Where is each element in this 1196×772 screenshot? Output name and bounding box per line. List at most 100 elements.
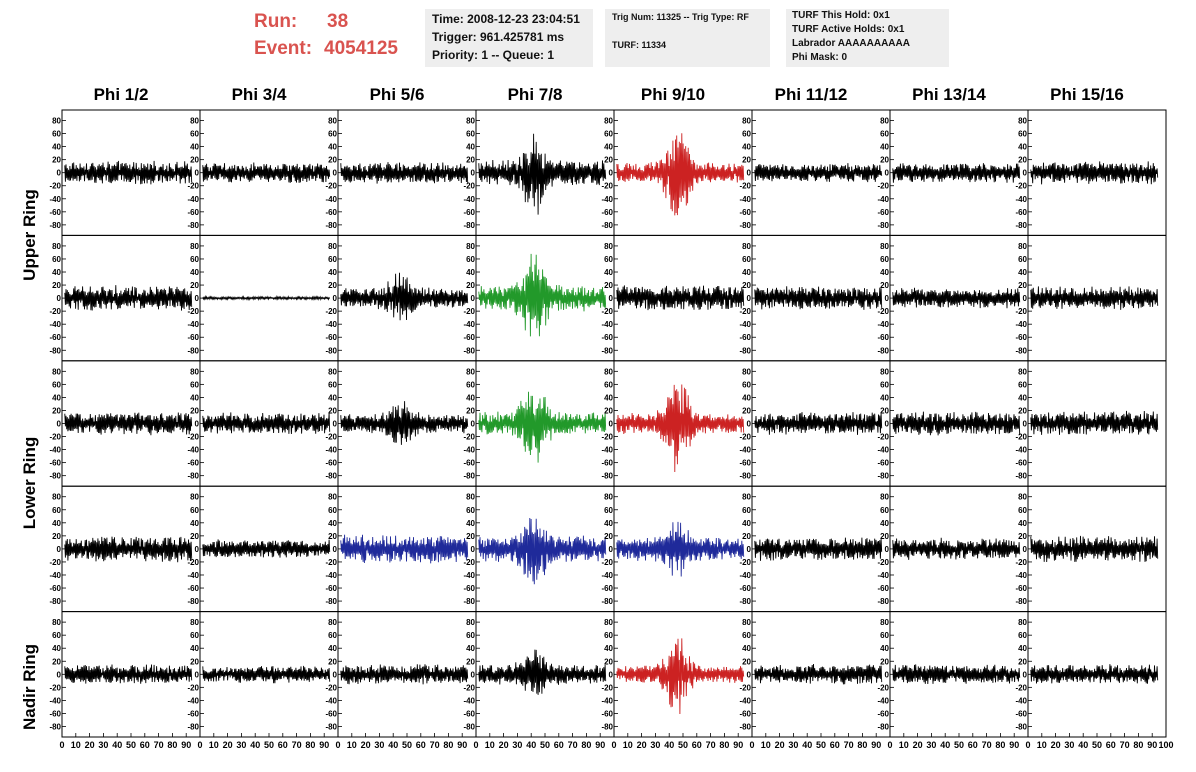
y-tick-label: -20: [187, 182, 199, 191]
y-tick-label: 20: [604, 156, 613, 165]
panel-r3-c2: -80 -60 -40 -20 0 20 40 60 80: [325, 485, 477, 613]
y-tick-label: 80: [52, 618, 61, 627]
y-tick-label: 40: [742, 143, 751, 152]
phi-mask-text: Phi Mask: 0: [792, 52, 848, 63]
panel-r2-c1: -80 -60 -40 -20 0 20 40 60 80: [187, 360, 339, 487]
y-tick-label: 0: [471, 420, 476, 429]
panel-r0-c3: -80 -60 -40 -20 0 20 40 60 80: [463, 109, 615, 236]
y-tick-label: 40: [742, 519, 751, 528]
y-tick-label: 80: [880, 367, 889, 376]
y-tick-label: 60: [190, 631, 199, 640]
phi-header-5-6: Phi 5/6: [369, 85, 425, 104]
y-tick-label: -80: [1015, 346, 1027, 355]
panel-r0-c0: -80 -60 -40 -20 0 20 40 60 80: [49, 109, 201, 236]
y-tick-label: 80: [880, 242, 889, 251]
y-tick-label: 40: [52, 644, 61, 653]
y-tick-label: -20: [877, 433, 889, 442]
y-tick-label: 80: [880, 117, 889, 126]
y-tick-label: 80: [190, 493, 199, 502]
waveform-normal: [64, 536, 193, 563]
y-tick-label: -80: [49, 597, 61, 606]
y-tick-label: 40: [1018, 644, 1027, 653]
y-tick-label: -60: [187, 709, 199, 718]
y-tick-label: -40: [325, 571, 337, 580]
y-tick-label: 80: [604, 618, 613, 627]
y-tick-label: -20: [1015, 683, 1027, 692]
y-tick-label: -60: [187, 333, 199, 342]
panel-r2-c3: -80 -60 -40 -20 0 20 40 60 80: [463, 360, 615, 487]
y-tick-label: 40: [880, 644, 889, 653]
y-tick-label: 40: [52, 393, 61, 402]
turf-text: TURF: 11334: [612, 40, 667, 50]
panel-r3-c7: -80 -60 -40 -20 0 20 40 60 80: [1015, 485, 1167, 613]
y-tick-label: -20: [877, 683, 889, 692]
y-tick-label: 60: [1018, 130, 1027, 139]
y-tick-label: -40: [1015, 320, 1027, 329]
waveform-normal: [202, 412, 331, 435]
y-tick-label: 20: [742, 657, 751, 666]
y-tick-label: -80: [325, 472, 337, 481]
y-tick-label: 80: [52, 117, 61, 126]
y-tick-label: -80: [187, 472, 199, 481]
y-tick-label: 0: [195, 294, 200, 303]
phi-header-1-2: Phi 1/2: [93, 85, 149, 104]
x-tick-label: 20: [775, 740, 785, 750]
y-tick-label: -20: [49, 307, 61, 316]
y-tick-label: 20: [52, 406, 61, 415]
y-tick-label: 80: [604, 493, 613, 502]
x-tick-label: 90: [181, 740, 191, 750]
y-tick-label: -60: [325, 459, 337, 468]
y-tick-label: 40: [604, 644, 613, 653]
phi-header-3-4: Phi 3/4: [231, 85, 287, 104]
y-tick-label: -80: [187, 597, 199, 606]
y-tick-label: -20: [877, 307, 889, 316]
panel-r2-c4: -80 -60 -40 -20 0 20 40 60 80: [601, 360, 753, 487]
y-tick-label: 20: [52, 281, 61, 290]
y-tick-label: 20: [190, 281, 199, 290]
y-tick-label: -80: [49, 472, 61, 481]
y-tick-label: 80: [742, 117, 751, 126]
y-tick-label: -80: [601, 597, 613, 606]
y-tick-label: 0: [885, 670, 890, 679]
y-tick-label: 0: [1023, 545, 1028, 554]
y-tick-label: 80: [1018, 367, 1027, 376]
x-tick-label: 70: [844, 740, 854, 750]
y-tick-label: -20: [463, 683, 475, 692]
waveform-normal: [64, 412, 193, 436]
y-tick-label: 80: [328, 242, 337, 251]
y-tick-label: 60: [52, 631, 61, 640]
y-tick-label: -40: [1015, 571, 1027, 580]
y-tick-label: 80: [742, 242, 751, 251]
y-tick-label: 60: [880, 380, 889, 389]
y-tick-label: -20: [325, 307, 337, 316]
x-tick-label: 60: [140, 740, 150, 750]
y-tick-label: 40: [604, 268, 613, 277]
x-tick-label: 20: [913, 740, 923, 750]
y-tick-label: 60: [328, 255, 337, 264]
waveform-normal: [340, 401, 469, 445]
waveform-blue: [616, 521, 745, 577]
x-tick-label: 90: [595, 740, 605, 750]
y-tick-label: -80: [49, 221, 61, 230]
y-tick-label: 20: [466, 406, 475, 415]
y-tick-label: -40: [187, 320, 199, 329]
y-tick-label: -20: [601, 683, 613, 692]
y-tick-label: 60: [466, 380, 475, 389]
x-tick-label: 20: [637, 740, 647, 750]
waveform-normal: [754, 412, 883, 435]
x-tick-label: 50: [678, 740, 688, 750]
y-tick-label: 0: [885, 420, 890, 429]
trigger-info-box: Trig Num: 11325 -- Trig Type: RF TURF: 1…: [605, 9, 770, 67]
y-tick-label: -40: [49, 696, 61, 705]
x-tick-label: 50: [264, 740, 274, 750]
y-tick-label: 40: [328, 268, 337, 277]
y-tick-label: 60: [604, 631, 613, 640]
y-tick-label: 20: [328, 281, 337, 290]
x-tick-label: 30: [236, 740, 246, 750]
y-tick-label: 40: [1018, 393, 1027, 402]
y-tick-label: -20: [1015, 433, 1027, 442]
waveform-normal: [616, 285, 745, 311]
y-tick-label: 0: [885, 169, 890, 178]
y-tick-label: 40: [52, 268, 61, 277]
x-tick-label: 10: [1037, 740, 1047, 750]
